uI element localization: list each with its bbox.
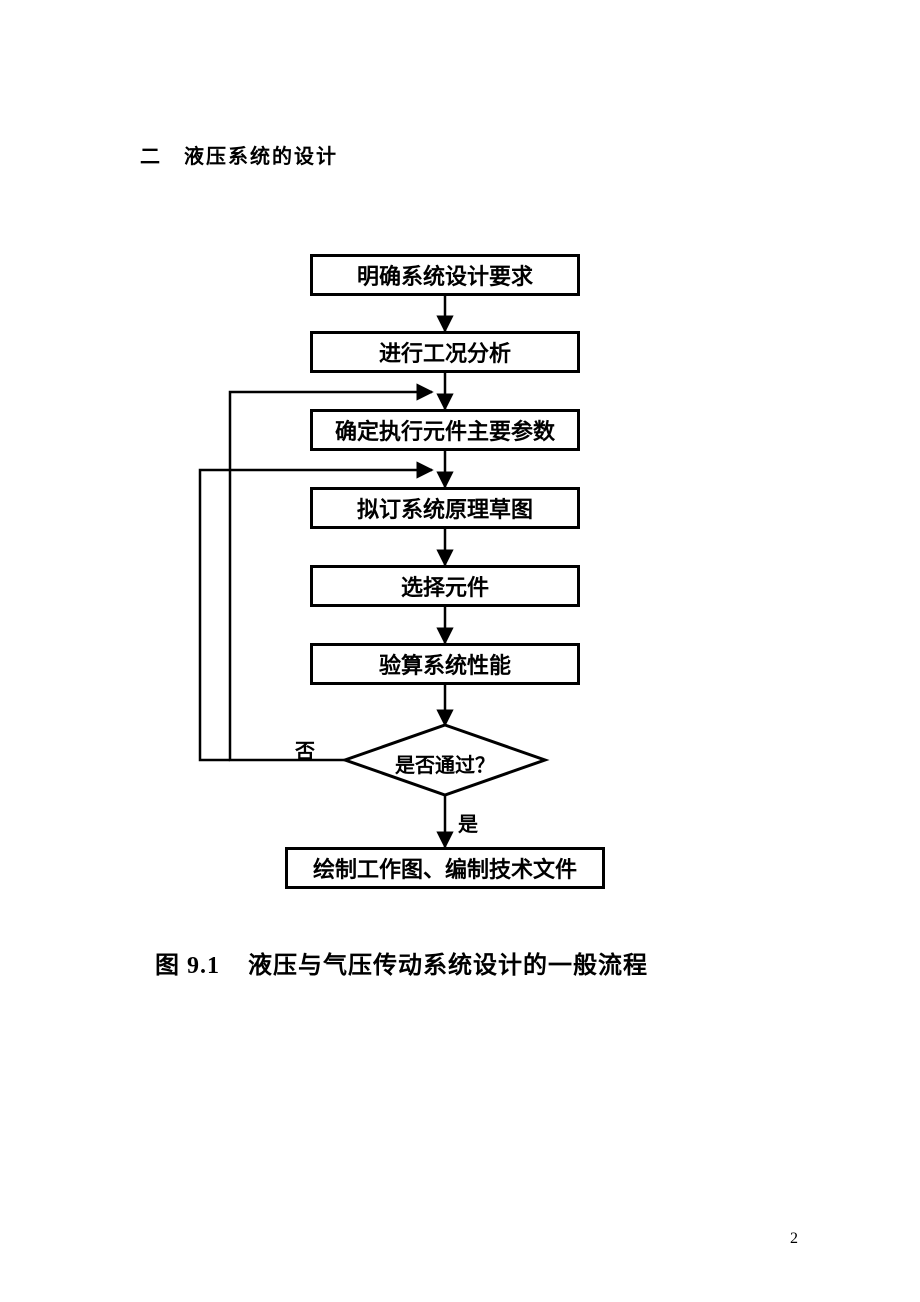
node-d1-label: 是否通过？ <box>345 749 545 778</box>
node-n5: 选择元件 <box>310 565 580 607</box>
page-number: 2 <box>790 1230 798 1248</box>
page: 二 液压系统的设计 <box>0 0 920 1302</box>
flowchart: 明确系统设计要求 进行工况分析 确定执行元件主要参数 拟订系统原理草图 选择元件… <box>0 0 920 1302</box>
node-n1-label: 明确系统设计要求 <box>357 259 533 291</box>
node-n4: 拟订系统原理草图 <box>310 487 580 529</box>
node-d1: 是否通过？ <box>345 725 545 795</box>
node-n6: 验算系统性能 <box>310 643 580 685</box>
node-n6-label: 验算系统性能 <box>379 648 511 680</box>
node-n3-label: 确定执行元件主要参数 <box>335 414 555 446</box>
node-n5-label: 选择元件 <box>401 570 489 602</box>
node-n1: 明确系统设计要求 <box>310 254 580 296</box>
node-n7: 绘制工作图、编制技术文件 <box>285 847 605 889</box>
figure-caption: 图 9.1 液压与气压传动系统设计的一般流程 <box>155 945 648 980</box>
figure-caption-text: 液压与气压传动系统设计的一般流程 <box>248 953 648 979</box>
node-n2-label: 进行工况分析 <box>379 336 511 368</box>
node-n7-label: 绘制工作图、编制技术文件 <box>313 852 577 884</box>
figure-caption-prefix: 图 9.1 <box>155 953 220 979</box>
node-n4-label: 拟订系统原理草图 <box>357 492 533 524</box>
node-n3: 确定执行元件主要参数 <box>310 409 580 451</box>
edge-label-no: 否 <box>295 735 315 764</box>
node-n2: 进行工况分析 <box>310 331 580 373</box>
edge-label-yes: 是 <box>458 808 478 837</box>
